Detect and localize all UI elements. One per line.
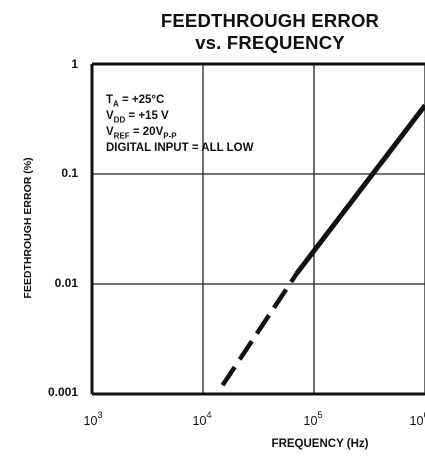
x-tick-label: 105 xyxy=(303,410,323,429)
y-tick-label: 0.001 xyxy=(47,385,78,399)
chart-title-line-1: FEEDTHROUGH ERROR xyxy=(160,10,380,31)
y-tick-label: 0.1 xyxy=(61,166,78,180)
x-tick-label: 106 xyxy=(409,410,425,429)
condition-digital-input: DIGITAL INPUT = ALL LOW xyxy=(106,142,254,154)
x-tick-label: 103 xyxy=(83,410,103,429)
condition-ta: TA = +25°C xyxy=(106,94,165,109)
condition-vref: VREF = 20VP-P xyxy=(106,126,177,141)
series-line-dashed xyxy=(220,272,299,387)
series-line-solid xyxy=(294,103,425,275)
x-tick-label: 104 xyxy=(192,410,212,429)
y-tick-label: 0.01 xyxy=(54,276,78,290)
x-axis-label: FREQUENCY (Hz) xyxy=(271,438,369,450)
y-tick-label: 1 xyxy=(71,57,78,71)
condition-vdd: VDD = +15 V xyxy=(106,110,169,125)
y-axis-label: FEEDTHROUGH ERROR (%) xyxy=(22,157,34,299)
chart-title-line-2: vs. FREQUENCY xyxy=(195,32,345,53)
